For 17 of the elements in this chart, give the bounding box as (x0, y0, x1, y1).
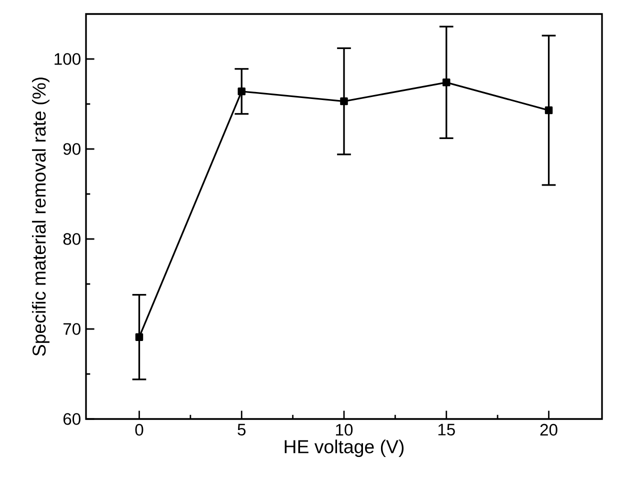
point (544, 106, 553, 114)
point (135, 333, 144, 341)
point (442, 78, 450, 86)
x-tick-label: 20 (540, 424, 558, 436)
x-tick-label: 0 (135, 424, 144, 436)
y-tick-label: 100 (54, 53, 80, 65)
y-tick-label: 90 (63, 143, 80, 155)
point (238, 88, 246, 96)
x-axis-title: HE voltage (V) (284, 440, 404, 458)
y-tick-label: 80 (63, 233, 80, 245)
y-tick-label: 60 (63, 413, 80, 425)
point (340, 97, 348, 106)
x-tick-label: 5 (238, 424, 246, 436)
y-tick-label: 70 (63, 323, 80, 335)
y-axis-title: Specific material removal rate (%) (32, 78, 50, 356)
x-tick-label: 15 (438, 424, 455, 436)
x-tick-label: 10 (336, 424, 353, 436)
